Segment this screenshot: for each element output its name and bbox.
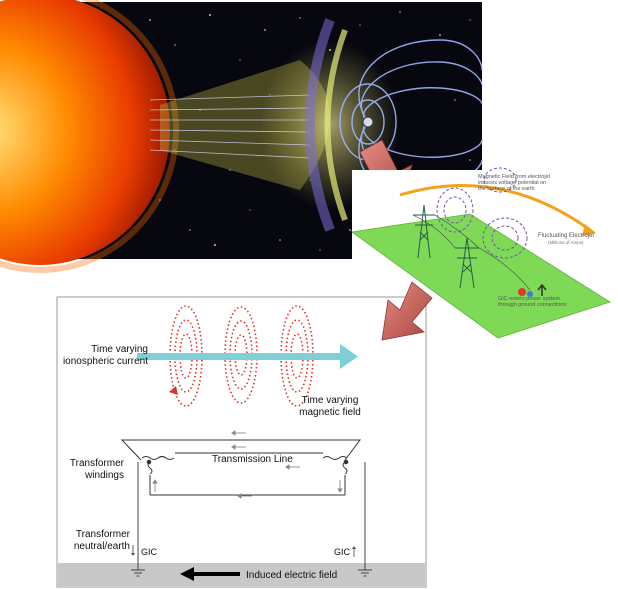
neutral-label-line-1: Transformer xyxy=(76,529,131,540)
transmission-circuit xyxy=(120,439,361,496)
transmission-tower-right xyxy=(455,237,479,289)
gic-text-line-1: GIC enters power system xyxy=(498,296,560,302)
induced-field-label: Induced electric field xyxy=(246,570,337,581)
electrojet-magnetic-field-text: Magnetic Field from electrojet induces v… xyxy=(478,174,551,192)
transformer-neutral-label: Transformer neutral/earth xyxy=(74,529,131,552)
electrojet-field-loops xyxy=(436,167,528,259)
gic-enters-text: GIC enters power system through ground c… xyxy=(498,296,566,308)
gic-current-indicator xyxy=(518,283,547,297)
ground-band xyxy=(58,563,425,586)
ground-plane xyxy=(350,213,611,339)
gic-text-line-2: through ground connections xyxy=(498,302,566,308)
transformer-windings-label: Transformer windings xyxy=(70,458,125,481)
magnetic-field-label: Time varying magnetic field xyxy=(299,395,361,418)
gic-left: GIC xyxy=(131,545,158,557)
magnetic-label-line-1: Time varying xyxy=(302,395,359,406)
space-panel xyxy=(0,0,483,273)
transformer-right xyxy=(322,456,366,555)
ground-symbol-right xyxy=(358,555,372,577)
gic-left-label: GIC xyxy=(141,547,158,557)
ionospheric-label-line-1: Time varying xyxy=(91,344,148,355)
magnetic-label-line-2: magnetic field xyxy=(299,407,361,418)
current-direction-arrows xyxy=(152,430,343,499)
neutral-label-line-2: neutral/earth xyxy=(74,541,130,552)
ionospheric-label-line-2: ionospheric current xyxy=(63,356,148,367)
circuit-panel: Time varying ionospheric current Time va… xyxy=(56,296,427,588)
transformer-left xyxy=(137,456,175,555)
connector-arrow-2 xyxy=(381,281,433,341)
transmission-tower-left xyxy=(413,204,435,259)
induced-field-arrow xyxy=(180,567,240,581)
ground-symbol-left xyxy=(131,555,145,577)
gic-right: GIC xyxy=(334,546,356,557)
windings-label-line-2: windings xyxy=(84,470,124,481)
magnetic-field-text-line-1: Magnetic Field from electrojet xyxy=(478,174,551,180)
ionospheric-current-arrow xyxy=(137,344,358,369)
electrojet-arrow xyxy=(399,184,591,232)
field-direction-arrowhead xyxy=(169,386,178,395)
gic-right-label: GIC xyxy=(334,547,351,557)
magnetic-field-text-line-3: the surface of the earth xyxy=(478,186,535,192)
electrojet-arrowhead xyxy=(582,224,596,236)
transmission-line-label: Transmission Line xyxy=(212,454,293,465)
power-lines xyxy=(412,214,531,291)
circuit-panel-frame xyxy=(56,296,427,588)
electrojet-sublabel: (Millions of Amps) xyxy=(548,240,584,245)
earth xyxy=(362,116,374,128)
windings-label-line-1: Transformer xyxy=(70,458,125,469)
ionospheric-current-label: Time varying ionospheric current xyxy=(63,344,148,367)
electrojet-label: Fluctuating Electrojet xyxy=(538,233,594,239)
magnetic-field-text-line-2: induces voltage potential on xyxy=(478,180,546,186)
